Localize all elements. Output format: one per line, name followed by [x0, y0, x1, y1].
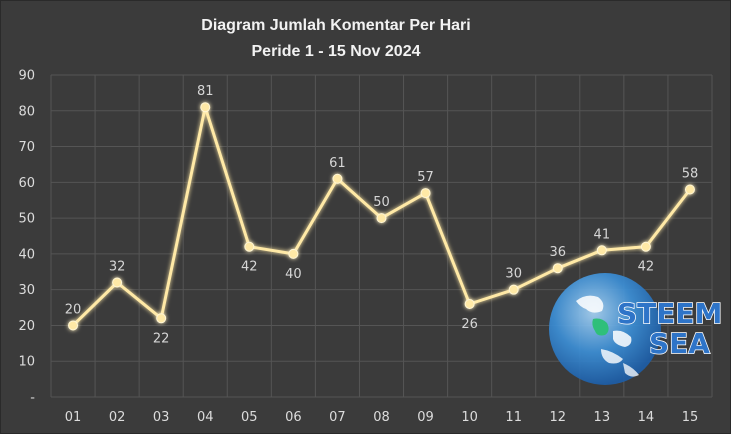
- y-tick-label: 60: [18, 176, 35, 191]
- y-tick-label: 30: [18, 283, 35, 298]
- data-point: [596, 245, 607, 256]
- data-label: 42: [638, 260, 655, 275]
- globe-icon: [549, 273, 661, 385]
- x-tick-label: 01: [65, 410, 82, 425]
- data-label: 61: [329, 156, 346, 171]
- x-axis-ticks: 01 02 03 04 05 06 07 08 09 10 11 12 13 14 15: [65, 410, 698, 425]
- data-label: 36: [549, 245, 566, 260]
- x-tick-label: 11: [505, 410, 522, 425]
- x-tick-label: 06: [285, 410, 302, 425]
- x-tick-label: 04: [197, 410, 214, 425]
- chart-subtitle: Peride 1 - 15 Nov 2024: [252, 43, 421, 60]
- y-tick-label: 20: [18, 319, 35, 334]
- watermark-line1: STEEM: [617, 297, 722, 330]
- data-label: 30: [505, 267, 522, 282]
- data-label: 57: [417, 170, 434, 185]
- x-tick-label: 14: [638, 410, 655, 425]
- data-label: 22: [153, 331, 170, 346]
- data-point: [68, 320, 79, 331]
- chart-title: Diagram Jumlah Komentar Per Hari: [201, 17, 470, 34]
- y-tick-label: -: [30, 391, 35, 406]
- data-label: 81: [197, 84, 214, 99]
- data-label: 41: [594, 227, 611, 242]
- x-tick-label: 05: [241, 410, 258, 425]
- x-tick-label: 10: [461, 410, 478, 425]
- data-point: [288, 248, 299, 259]
- watermark-line2: SEA: [649, 327, 710, 360]
- data-point: [684, 184, 695, 195]
- data-point: [508, 284, 519, 295]
- data-point: [464, 298, 475, 309]
- x-tick-label: 07: [329, 410, 346, 425]
- x-tick-label: 15: [682, 410, 699, 425]
- data-point: [552, 263, 563, 274]
- data-point: [420, 188, 431, 199]
- data-label: 32: [109, 260, 126, 275]
- y-axis-ticks: - 10 20 30 40 50 60 70 80 90: [18, 69, 35, 406]
- y-tick-label: 10: [18, 355, 35, 370]
- x-tick-label: 13: [594, 410, 611, 425]
- data-point: [156, 313, 167, 324]
- series-comments: [68, 102, 695, 331]
- data-label: 58: [682, 166, 699, 181]
- data-label: 20: [65, 302, 82, 317]
- data-label: 42: [241, 260, 258, 275]
- data-point: [200, 102, 211, 113]
- y-tick-label: 50: [18, 212, 35, 227]
- y-tick-label: 80: [18, 104, 35, 119]
- data-point: [332, 173, 343, 184]
- data-point: [640, 241, 651, 252]
- x-tick-label: 02: [109, 410, 126, 425]
- x-tick-label: 09: [417, 410, 434, 425]
- data-point: [376, 213, 387, 224]
- data-label: 40: [285, 267, 302, 282]
- data-point: [112, 277, 123, 288]
- data-label: 50: [373, 195, 390, 210]
- y-tick-label: 70: [18, 140, 35, 155]
- x-tick-label: 08: [373, 410, 390, 425]
- x-tick-label: 12: [549, 410, 566, 425]
- steemsea-watermark: STEEM SEA: [549, 273, 723, 385]
- data-labels: 20 32 22 81 42 40 61 50 57 26 30 36 41 42 58: [65, 84, 698, 346]
- y-tick-label: 40: [18, 247, 35, 262]
- y-tick-label: 90: [18, 69, 35, 84]
- data-point: [244, 241, 255, 252]
- x-tick-label: 03: [153, 410, 170, 425]
- data-label: 26: [461, 317, 478, 332]
